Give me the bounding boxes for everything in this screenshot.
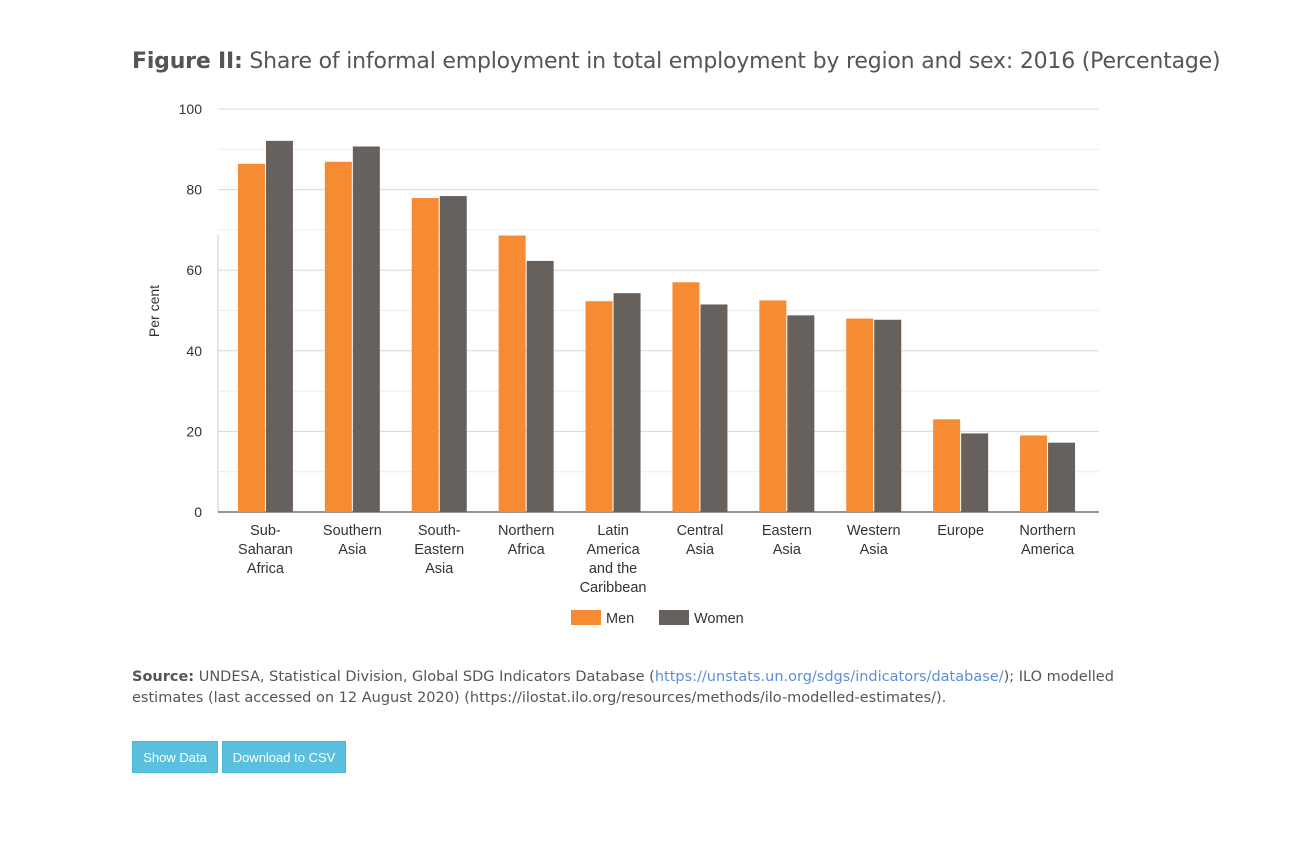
legend-swatch-women bbox=[659, 610, 689, 625]
bar-men[interactable]: 86.9 bbox=[324, 161, 352, 512]
show-data-button[interactable]: Show Data bbox=[132, 741, 218, 773]
y-axis-ticks: 0 20 40 60 80 100 bbox=[179, 101, 203, 520]
bar-men[interactable]: 86.4 bbox=[237, 163, 265, 513]
bar-women[interactable]: 62.3 bbox=[526, 260, 554, 512]
y-tick-label: 40 bbox=[186, 343, 202, 359]
sdg-database-link[interactable]: https://unstats.un.org/sdgs/indicators/d… bbox=[654, 669, 1004, 685]
y-tick-label: 0 bbox=[194, 504, 202, 520]
x-tick-label: Central Asia bbox=[677, 523, 724, 558]
y-tick-label: 20 bbox=[186, 423, 202, 439]
x-tick-label: Northern America bbox=[1019, 523, 1075, 558]
y-tick-label: 80 bbox=[186, 182, 202, 198]
bar-women[interactable]: 90.7 bbox=[352, 146, 380, 512]
x-tick-label: Sub-Saharan Africa bbox=[238, 523, 293, 577]
bar-women[interactable]: 78.4 bbox=[439, 196, 467, 512]
chart-title: Figure II: Share of informal employment … bbox=[132, 49, 1221, 74]
source-label: Source: bbox=[132, 669, 195, 685]
figure-title-text: Share of informal employment in total em… bbox=[249, 49, 1221, 74]
bar-men[interactable]: 52.3 bbox=[585, 301, 613, 512]
bar-women[interactable]: 17.2 bbox=[1048, 442, 1076, 512]
bar-chart: 0 20 40 60 80 100 Per cent 86.492.1 86.990.7 77… bbox=[146, 101, 1099, 627]
y-axis-label: Per cent bbox=[146, 285, 162, 337]
bar-men[interactable]: 68.6 bbox=[498, 235, 526, 513]
legend-swatch-men bbox=[571, 610, 601, 625]
source-text-after: ); ILO modelled estimates (last accessed… bbox=[132, 669, 1114, 706]
source-note: Source: UNDESA, Statistical Division, Gl… bbox=[132, 667, 1142, 709]
x-tick-label: Latin America and the Caribbean bbox=[580, 523, 647, 596]
x-axis-labels: Sub-Saharan Africa Southern Asia South-Easte… bbox=[238, 523, 1076, 596]
x-tick-label: South-Eastern Asia bbox=[414, 523, 464, 577]
bar-women[interactable]: 47.7 bbox=[874, 319, 902, 512]
figure-label: Figure II: bbox=[132, 49, 243, 74]
source-text-before: UNDESA, Statistical Division, Global SDG… bbox=[198, 669, 655, 685]
y-tick-label: 100 bbox=[179, 101, 203, 117]
bar-women[interactable]: 92.1 bbox=[265, 140, 293, 512]
x-tick-label: Western Asia bbox=[847, 523, 901, 558]
x-tick-label: Europe bbox=[937, 523, 984, 539]
x-tick-label: Northern Africa bbox=[498, 523, 554, 558]
download-csv-button[interactable]: Download to CSV bbox=[222, 741, 346, 773]
bar-women[interactable]: 19.5 bbox=[961, 433, 989, 512]
legend-label-men[interactable]: Men bbox=[606, 611, 634, 627]
x-tick-label: Eastern Asia bbox=[762, 523, 812, 558]
bars: 86.492.1 86.990.7 77.978.4 68.662.3 52.354.3… bbox=[237, 140, 1076, 513]
bar-men[interactable]: 19 bbox=[1020, 435, 1048, 512]
bar-men[interactable]: 52.5 bbox=[759, 300, 787, 512]
y-tick-label: 60 bbox=[186, 262, 202, 278]
x-tick-label: Southern Asia bbox=[323, 523, 382, 558]
legend-label-women[interactable]: Women bbox=[694, 611, 744, 627]
bar-men[interactable]: 48 bbox=[846, 318, 874, 512]
bar-women[interactable]: 48.8 bbox=[787, 315, 815, 512]
bar-men[interactable]: 77.9 bbox=[411, 198, 439, 513]
bar-men[interactable]: 57 bbox=[672, 282, 700, 512]
bar-men[interactable]: 23 bbox=[933, 419, 961, 512]
legend[interactable]: Men Women bbox=[571, 610, 744, 627]
bar-women[interactable]: 51.5 bbox=[700, 304, 728, 512]
bar-women[interactable]: 54.3 bbox=[613, 293, 641, 512]
